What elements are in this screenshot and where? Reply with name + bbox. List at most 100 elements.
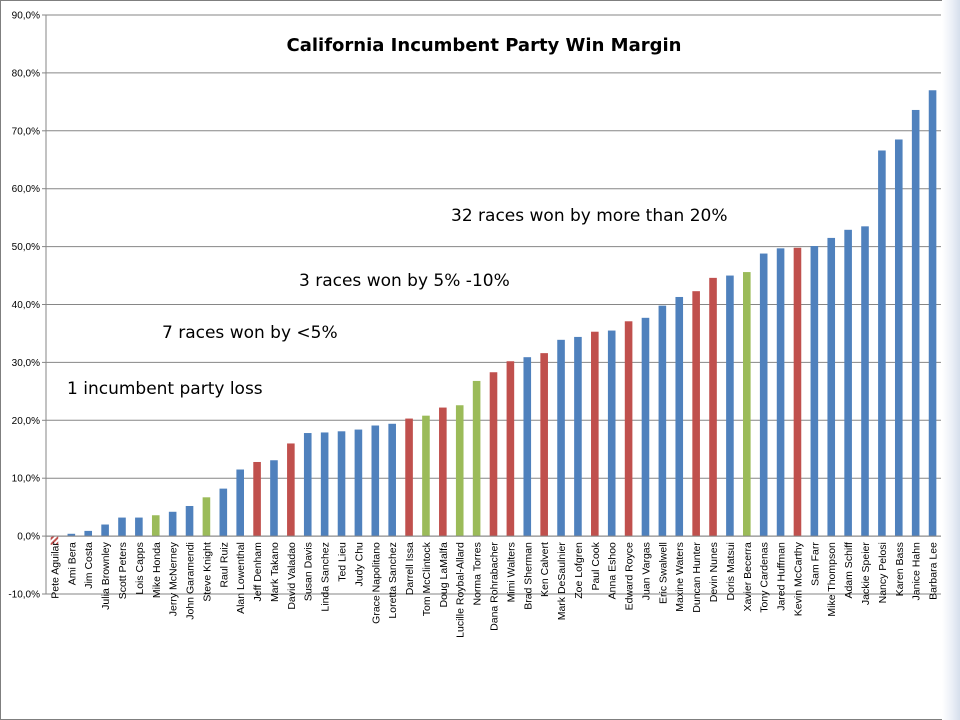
x-tick-label: Sam Farr: [809, 542, 821, 586]
bar: [861, 226, 869, 537]
slide-edge-shadow: [942, 0, 960, 720]
y-tick-label: 20,0%: [12, 416, 40, 427]
bar: [422, 415, 430, 537]
x-tick-label: Duncan Hunter: [691, 542, 703, 613]
bar: [506, 361, 515, 537]
x-tick-label: Judy Chu: [353, 542, 365, 587]
x-tick-label: Zoe Lofgren: [573, 542, 585, 599]
bar: [472, 380, 481, 537]
x-tick-label: Raul Ruiz: [218, 542, 230, 588]
x-axis: Pete Aguilar Ami Bera Jim Costa Julia Brown…: [46, 535, 941, 638]
x-tick-label: Darrell Issa: [404, 542, 416, 595]
bar: [624, 321, 633, 537]
bar: [236, 469, 244, 537]
bar: [455, 405, 464, 537]
bar: [793, 247, 802, 537]
bar: [911, 109, 920, 537]
x-tick-label: Juan Vargas: [640, 542, 652, 600]
x-tick-label: Mike Honda: [151, 542, 163, 598]
bar: [101, 524, 109, 537]
bar: [371, 425, 380, 537]
bar: [354, 429, 363, 537]
x-tick-label: Jackie Speier: [860, 542, 872, 606]
bar: [270, 460, 278, 537]
annotation-5-10: 3 races won by 5% -10%: [299, 271, 510, 291]
x-tick-label: Julia Brownley: [100, 541, 112, 609]
x-tick-label: David Valadao: [286, 542, 298, 610]
x-tick-label: Mark Takano: [269, 542, 281, 602]
x-tick-label: Ami Bera: [66, 542, 78, 585]
x-tick-label: Alan Lowenthal: [235, 542, 247, 614]
y-tick-label: 70,0%: [12, 126, 40, 137]
bar: [84, 530, 93, 537]
bar: [591, 331, 599, 537]
bar: [574, 336, 582, 537]
chart-title: California Incumbent Party Win Margin: [287, 35, 682, 56]
bar: [759, 253, 768, 537]
x-tick-label: Eric Swalwell: [657, 542, 669, 604]
x-tick-label: Nancy Pelosi: [877, 542, 889, 603]
bar: [118, 517, 126, 537]
x-tick-label: Loretta Sanchez: [387, 542, 399, 618]
bar: [439, 407, 447, 537]
x-tick-label: Jared Huffman: [776, 542, 788, 611]
bar: [320, 432, 329, 537]
x-tick-label: Kevin McCarthy: [792, 541, 804, 616]
bar: [287, 443, 295, 537]
annotation-loss: 1 incumbent party loss: [67, 379, 263, 399]
bars: [50, 90, 937, 545]
x-tick-label: Steve Knight: [201, 542, 213, 602]
bar: [776, 248, 785, 537]
bar: [557, 339, 565, 537]
x-tick-label: Jim Costa: [83, 542, 95, 589]
x-tick-label: Jeff Denham: [252, 542, 264, 602]
bar: [641, 317, 650, 537]
x-tick-label: Grace Napolitano: [370, 542, 382, 624]
gridlines: [46, 14, 941, 595]
x-tick-label: Brad Sherman: [522, 542, 534, 610]
annotation-over-20: 32 races won by more than 20%: [451, 206, 728, 226]
bar: [894, 139, 903, 537]
x-tick-label: John Garamendi: [185, 542, 197, 620]
x-tick-label: Janice Hahn: [911, 542, 923, 601]
x-tick-label: Karen Bass: [894, 542, 906, 596]
y-tick-label: 80,0%: [12, 68, 40, 79]
bar: [253, 461, 261, 537]
x-tick-label: Xavier Becerra: [742, 542, 754, 612]
x-tick-label: Ted Lieu: [337, 542, 349, 582]
bar: [168, 511, 177, 537]
annotation-under-5: 7 races won by <5%: [162, 323, 338, 343]
x-tick-label: Mimi Walters: [505, 542, 517, 602]
bar: [523, 357, 532, 537]
y-tick-label: 30,0%: [12, 358, 40, 369]
x-tick-label: Lucille Roybal-Allard: [455, 542, 467, 638]
bar: [743, 272, 751, 537]
y-tick-label: 40,0%: [12, 300, 40, 311]
x-tick-label: Dana Rohrabacher: [489, 542, 501, 631]
bar: [658, 305, 667, 537]
bar: [405, 418, 413, 537]
bar: [303, 433, 312, 537]
x-tick-label: Linda Sanchez: [320, 542, 332, 611]
bar: [219, 488, 228, 537]
x-tick-label: Ken Calvert: [539, 542, 551, 597]
x-tick-label: Devin Nunes: [708, 542, 720, 602]
x-tick-label: Norma Torres: [472, 542, 484, 605]
bar: [928, 90, 937, 537]
bar: [489, 372, 498, 537]
bar: [540, 353, 548, 537]
bar: [337, 431, 346, 537]
x-tick-label: Maxine Waters: [674, 542, 686, 612]
x-tick-label: Tom McClintock: [421, 541, 433, 616]
x-tick-label: Anna Eshoo: [607, 542, 619, 599]
x-tick-label: Tony Cardenas: [759, 542, 771, 613]
bar: [135, 517, 143, 537]
x-tick-label: Mike Thompson: [826, 542, 838, 617]
bar: [67, 533, 76, 537]
bar: [675, 296, 684, 537]
y-tick-label: 10,0%: [12, 474, 40, 485]
x-tick-label: Edward Royce: [624, 542, 636, 610]
y-tick-label: 60,0%: [12, 184, 40, 195]
bar: [878, 150, 886, 537]
